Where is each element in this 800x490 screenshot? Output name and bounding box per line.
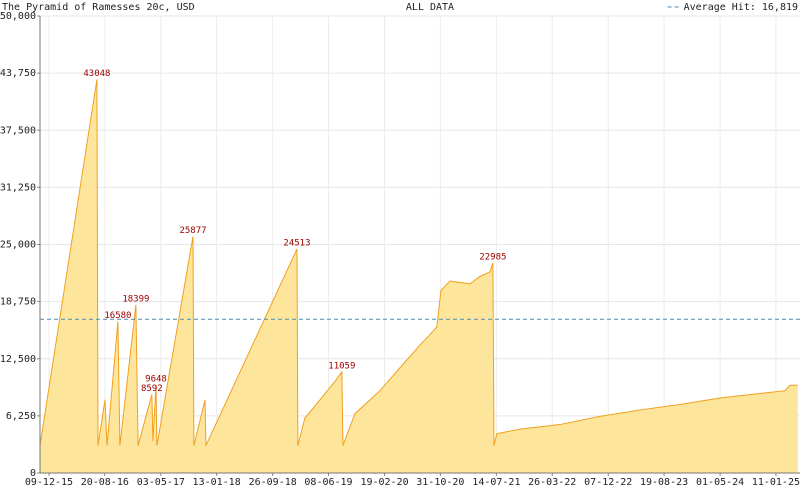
y-tick-label: 18,750 <box>0 297 36 308</box>
y-tick-label: 37,500 <box>0 125 36 136</box>
x-tick-label: 19-08-23 <box>640 477 688 488</box>
x-tick-label: 08-06-19 <box>304 477 352 488</box>
x-tick-label: 01-05-24 <box>696 477 744 488</box>
value-label: 18399 <box>122 294 149 304</box>
x-tick-label: 26-03-22 <box>528 477 576 488</box>
x-tick-label: 14-07-21 <box>472 477 520 488</box>
value-label: 22985 <box>479 252 506 262</box>
y-tick-label: 25,000 <box>0 240 36 251</box>
y-tick-label: 50,000 <box>0 11 36 22</box>
value-label: 25877 <box>179 226 206 236</box>
x-tick-label: 26-09-18 <box>249 477 297 488</box>
x-tick-label: 11-01-25 <box>752 477 800 488</box>
value-label: 8592 <box>141 384 163 394</box>
y-tick-label: 6,250 <box>6 411 36 422</box>
x-tick-label: 31-10-20 <box>416 477 464 488</box>
value-label: 24513 <box>283 238 310 248</box>
x-tick-label: 09-12-15 <box>25 477 73 488</box>
x-tick-label: 20-08-16 <box>81 477 129 488</box>
value-label: 11059 <box>328 361 355 371</box>
x-tick-label: 03-05-17 <box>137 477 185 488</box>
y-tick-label: 43,750 <box>0 68 36 79</box>
y-tick-label: 12,500 <box>0 354 36 365</box>
area <box>40 79 798 473</box>
line <box>39 79 798 446</box>
y-tick-label: 31,250 <box>0 182 36 193</box>
value-label: 43048 <box>83 69 110 79</box>
x-tick-label: 07-12-22 <box>584 477 632 488</box>
value-label: 16580 <box>104 311 131 321</box>
x-tick-label: 13-01-18 <box>193 477 241 488</box>
x-tick-label: 19-02-20 <box>360 477 408 488</box>
legend-label: Average Hit: 16,819 <box>684 2 798 13</box>
chart-subtitle: ALL DATA <box>406 2 454 13</box>
y-tick-label: 0 <box>30 468 36 479</box>
chart-title: The Pyramid of Ramesses 20c, USD <box>2 2 195 13</box>
value-label: 9648 <box>145 374 167 384</box>
